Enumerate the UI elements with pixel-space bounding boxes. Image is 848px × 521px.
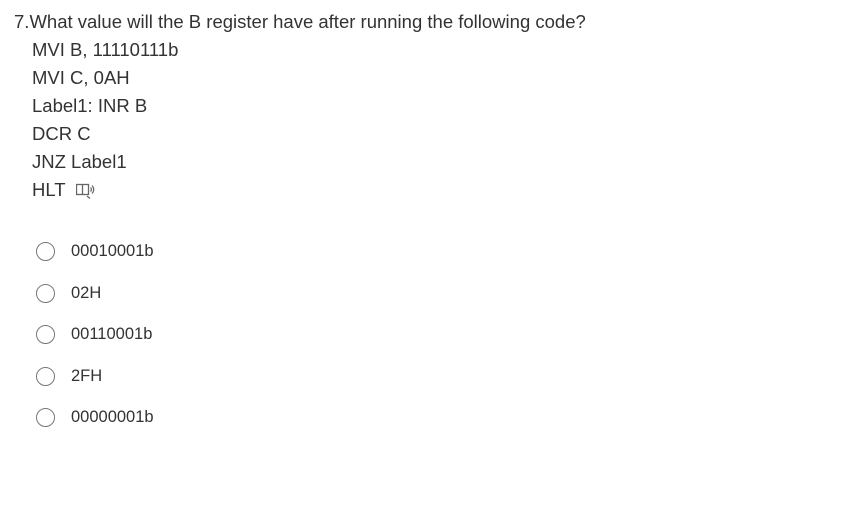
question-prompt: 7.What value will the B register have af… [14,8,848,36]
question-container: 7.What value will the B register have af… [0,0,848,427]
option-label: 00000001b [71,408,154,427]
radio-icon[interactable] [36,284,55,303]
option-row[interactable]: 00010001b [36,242,848,261]
question-number: 7. [14,11,29,32]
option-row[interactable]: 00000001b [36,408,848,427]
option-label: 2FH [71,367,102,386]
radio-icon[interactable] [36,242,55,261]
option-row[interactable]: 00110001b [36,325,848,344]
option-row[interactable]: 2FH [36,367,848,386]
code-line: MVI C, 0AH [14,64,848,92]
options-list: 00010001b 02H 00110001b 2FH 00000001b [14,242,848,427]
radio-icon[interactable] [36,408,55,427]
option-label: 02H [71,284,101,303]
option-label: 00010001b [71,242,154,261]
code-hlt: HLT [32,179,65,200]
option-label: 00110001b [71,325,152,344]
code-line: HLT [14,176,848,204]
radio-icon[interactable] [36,367,55,386]
radio-icon[interactable] [36,325,55,344]
option-row[interactable]: 02H [36,284,848,303]
code-line: JNZ Label1 [14,148,848,176]
question-text: What value will the B register have afte… [29,11,585,32]
code-line: DCR C [14,120,848,148]
immersive-reader-icon[interactable] [76,183,96,199]
code-line: Label1: INR B [14,92,848,120]
code-line: MVI B, 11110111b [14,36,848,64]
